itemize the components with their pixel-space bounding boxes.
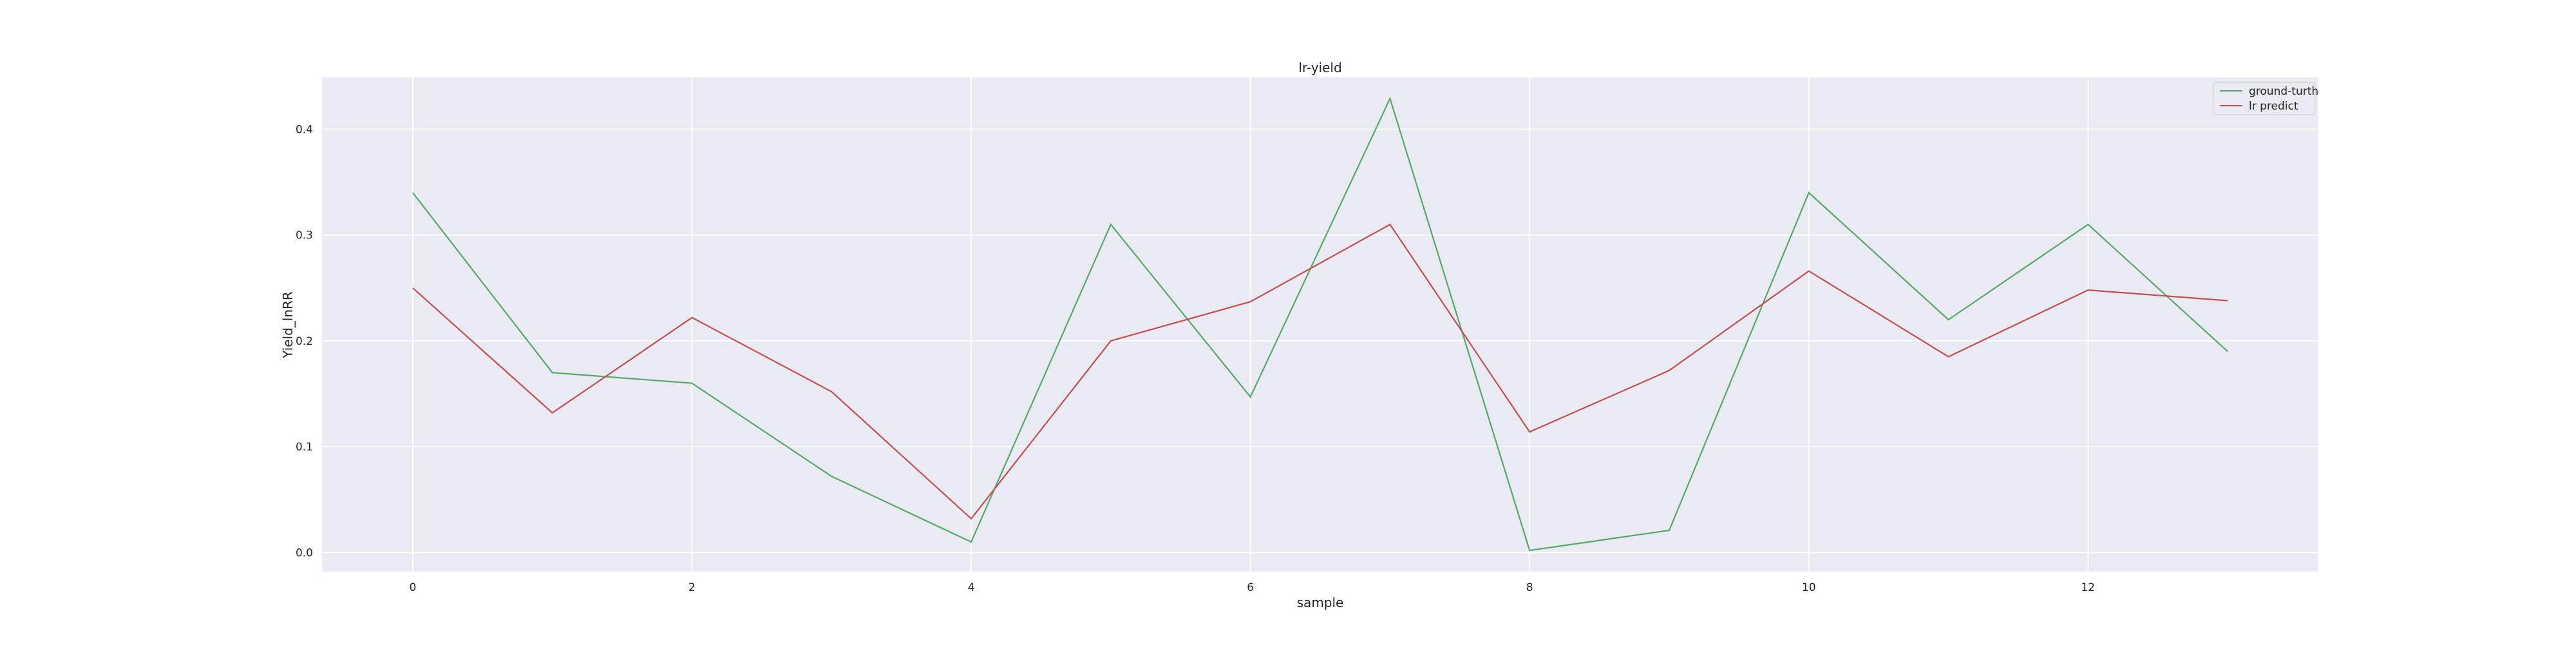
x-tick-label: 6 (1247, 581, 1254, 594)
grid-lines (322, 77, 2318, 572)
y-axis-label: Yield_lnRR (280, 291, 296, 359)
x-tick-label: 0 (409, 581, 416, 594)
legend: ground-turth lr predict (2213, 82, 2318, 115)
tick-labels: 0 2 4 6 8 10 12 0.0 0.1 0.2 0.3 0.4 (296, 123, 2095, 594)
plot-background (322, 77, 2318, 572)
series-layer (412, 96, 2228, 552)
legend-label-ground-turth: ground-turth (2249, 85, 2318, 98)
y-tick-label: 0.1 (296, 441, 313, 454)
x-axis-label: sample (1297, 595, 1344, 610)
x-tick-label: 10 (1802, 581, 1816, 594)
y-tick-label: 0.3 (296, 229, 313, 242)
x-tick-label: 8 (1526, 581, 1533, 594)
series-line-lr-predict (412, 223, 2228, 520)
x-tick-label: 4 (968, 581, 975, 594)
x-tick-label: 12 (2081, 581, 2095, 594)
chart-title: lr-yield (1298, 60, 1341, 75)
x-tick-label: 2 (688, 581, 696, 594)
legend-label-lr-predict: lr predict (2249, 100, 2298, 113)
series-line-ground-turth (412, 96, 2228, 552)
y-tick-label: 0.0 (296, 546, 313, 559)
y-tick-label: 0.4 (296, 123, 313, 136)
y-tick-label: 0.2 (296, 335, 313, 348)
